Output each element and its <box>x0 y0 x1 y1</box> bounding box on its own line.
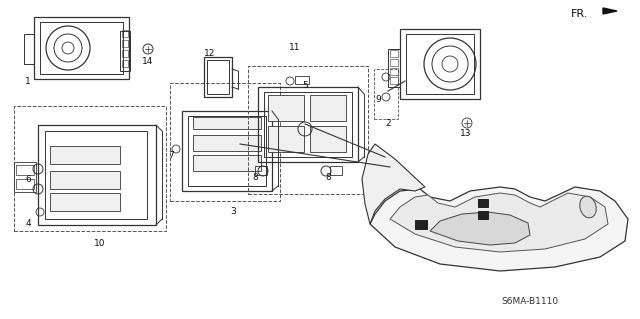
Text: 2: 2 <box>385 118 391 128</box>
Bar <box>16 165 34 175</box>
Polygon shape <box>390 193 608 252</box>
Bar <box>310 95 346 121</box>
Polygon shape <box>430 212 530 245</box>
Bar <box>16 179 34 189</box>
Bar <box>188 116 266 186</box>
Bar <box>400 29 480 99</box>
Bar <box>390 68 398 75</box>
Text: 1: 1 <box>25 77 31 85</box>
Bar <box>248 66 368 194</box>
Bar <box>207 60 229 94</box>
Bar <box>193 155 261 171</box>
Bar <box>258 87 358 162</box>
Bar <box>295 76 309 84</box>
Text: 3: 3 <box>230 206 236 216</box>
Bar <box>374 69 398 119</box>
Bar <box>390 77 398 84</box>
Bar <box>406 34 474 94</box>
Bar <box>122 60 128 67</box>
Text: 8: 8 <box>325 173 331 182</box>
Text: 10: 10 <box>94 240 106 249</box>
Bar <box>478 211 488 219</box>
Text: 8: 8 <box>252 173 258 182</box>
Polygon shape <box>370 187 628 271</box>
Bar <box>182 111 272 191</box>
Text: 5: 5 <box>302 80 308 90</box>
Bar <box>122 30 128 37</box>
Bar <box>390 59 398 66</box>
Bar <box>45 131 147 219</box>
Polygon shape <box>603 8 617 14</box>
Bar <box>268 126 304 152</box>
Text: 12: 12 <box>204 49 216 58</box>
Text: FR.: FR. <box>572 9 589 19</box>
Ellipse shape <box>580 196 596 218</box>
Bar <box>478 199 488 207</box>
Bar <box>122 50 128 57</box>
Bar <box>34 17 129 79</box>
Bar <box>310 126 346 152</box>
Polygon shape <box>362 144 425 224</box>
Bar <box>415 220 427 229</box>
Bar <box>193 135 261 151</box>
Bar <box>120 31 130 71</box>
Bar <box>14 162 36 192</box>
Text: 11: 11 <box>289 42 301 51</box>
Text: 13: 13 <box>460 130 472 138</box>
Text: 9: 9 <box>375 94 381 103</box>
Bar <box>122 40 128 47</box>
Bar <box>193 117 261 129</box>
Bar <box>255 166 267 175</box>
Bar <box>388 49 400 87</box>
Bar <box>50 171 120 189</box>
Bar <box>204 57 232 97</box>
Bar <box>268 95 304 121</box>
Bar <box>50 146 120 164</box>
Text: S6MA-B1110: S6MA-B1110 <box>501 296 559 306</box>
Bar <box>50 193 120 211</box>
Bar <box>38 125 156 225</box>
Bar <box>14 106 166 231</box>
Bar <box>170 83 280 201</box>
Bar <box>40 22 123 74</box>
Bar <box>24 34 34 64</box>
Text: 4: 4 <box>25 219 31 228</box>
Bar <box>264 92 352 157</box>
Text: 7: 7 <box>168 152 174 160</box>
Bar <box>390 50 398 57</box>
Text: 6: 6 <box>25 174 31 183</box>
Bar <box>330 166 342 175</box>
Text: 14: 14 <box>142 56 154 65</box>
